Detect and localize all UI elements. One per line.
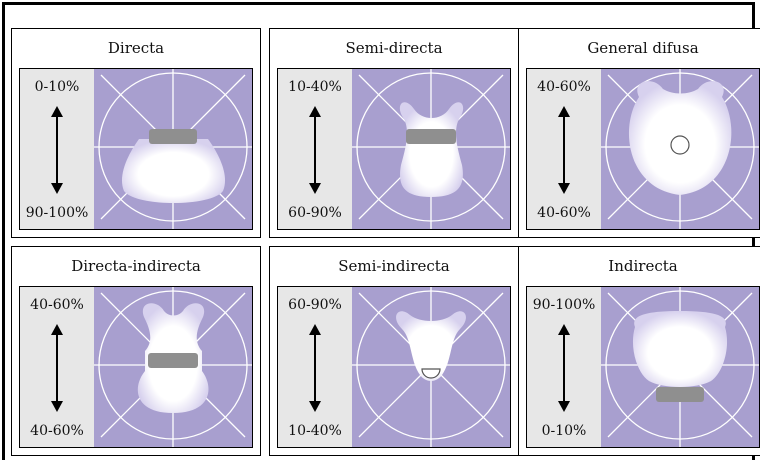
luminaire-bar (148, 353, 198, 368)
polar-diagram (601, 69, 759, 229)
light-distribution-shape (632, 311, 728, 387)
distribution-card-semi-indirect: Semi-indirecta 60-90% 10-40% (269, 246, 519, 456)
double-arrow-icon (51, 324, 63, 412)
upward-percentage: 40-60% (30, 297, 84, 313)
percentage-side: 40-60% 40-60% (20, 287, 94, 447)
downward-percentage: 60-90% (288, 205, 342, 221)
luminaire-bar (656, 387, 704, 402)
percentage-side: 40-60% 40-60% (527, 69, 601, 229)
luminaire-bar (406, 129, 456, 144)
downward-percentage: 90-100% (25, 205, 89, 221)
upward-percentage: 0-10% (34, 79, 80, 95)
card-title: Semi-directa (345, 39, 443, 57)
distribution-panel: 40-60% 40-60% (526, 68, 760, 230)
polar-diagram (94, 69, 252, 229)
distribution-card-semi-direct: Semi-directa 10-40% 60-90% (269, 28, 519, 238)
upward-percentage: 10-40% (288, 79, 342, 95)
card-title: Directa-indirecta (71, 257, 201, 275)
percentage-side: 60-90% 10-40% (278, 287, 352, 447)
distribution-card-indirect: Indirecta 90-100% 0-10% (518, 246, 760, 456)
percentage-side: 10-40% 60-90% (278, 69, 352, 229)
double-arrow-icon (51, 106, 63, 194)
polar-diagram (94, 287, 252, 447)
upward-percentage: 90-100% (532, 297, 596, 313)
luminaire-bar (149, 129, 197, 144)
light-distribution-shape (121, 139, 226, 203)
polar-diagram (352, 69, 510, 229)
lamp-bowl (421, 368, 441, 379)
downward-percentage: 0-10% (541, 423, 587, 439)
polar-diagram (352, 287, 510, 447)
upward-percentage: 60-90% (288, 297, 342, 313)
card-title: Directa (107, 39, 165, 57)
downward-percentage: 10-40% (288, 423, 342, 439)
distribution-panel: 90-100% 0-10% (526, 286, 760, 448)
double-arrow-icon (558, 324, 570, 412)
distribution-panel: 10-40% 60-90% (277, 68, 511, 230)
lamp-globe (670, 135, 690, 155)
percentage-side: 0-10% 90-100% (20, 69, 94, 229)
card-title: General difusa (587, 39, 699, 57)
card-title: Semi-indirecta (338, 257, 450, 275)
downward-percentage: 40-60% (30, 423, 84, 439)
card-title: Indirecta (608, 257, 678, 275)
light-distribution-shape (399, 102, 464, 197)
distribution-panel: 0-10% 90-100% (19, 68, 253, 230)
polar-diagram (601, 287, 759, 447)
upward-percentage: 40-60% (537, 79, 591, 95)
downward-percentage: 40-60% (537, 205, 591, 221)
double-arrow-icon (309, 324, 321, 412)
distribution-card-direct-indirect: Directa-indirecta 40-60% 40-60% (11, 246, 261, 456)
distribution-card-diffuse: General difusa 40-60% 40-60% (518, 28, 760, 238)
distribution-panel: 40-60% 40-60% (19, 286, 253, 448)
double-arrow-icon (309, 106, 321, 194)
light-distribution-shape (396, 311, 466, 381)
percentage-side: 90-100% 0-10% (527, 287, 601, 447)
distribution-card-direct: Directa 0-10% 90-100% (11, 28, 261, 238)
double-arrow-icon (558, 106, 570, 194)
distribution-panel: 60-90% 10-40% (277, 286, 511, 448)
